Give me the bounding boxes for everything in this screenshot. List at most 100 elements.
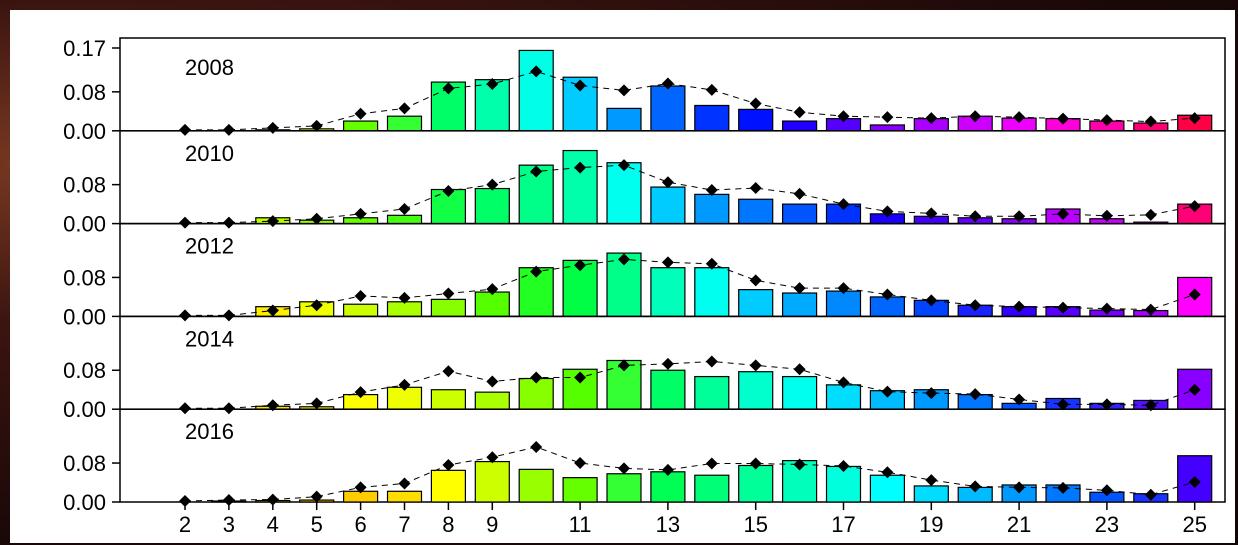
data-point (266, 121, 279, 134)
x-tick-label: 25 (1182, 512, 1206, 537)
data-point (969, 480, 982, 493)
data-point (1057, 207, 1069, 220)
bar (474, 391, 510, 410)
data-point (661, 256, 674, 269)
data-point (793, 282, 806, 295)
x-tick-label: 5 (311, 512, 323, 537)
data-point (398, 202, 411, 215)
data-point (530, 65, 543, 78)
bar (869, 124, 906, 132)
data-point (749, 182, 762, 195)
data-point (1057, 301, 1069, 314)
x-tick-label: 3 (223, 512, 235, 537)
bar (343, 303, 379, 318)
data-point (179, 309, 191, 322)
y-tick-label: 0.00 (63, 490, 106, 515)
trend-line (185, 70, 1195, 131)
data-point (749, 274, 762, 287)
bar (694, 375, 730, 410)
bar (913, 485, 949, 503)
y-tick-label: 0.08 (63, 173, 106, 198)
bar (694, 474, 730, 503)
bar (694, 104, 730, 132)
x-tick-label: 4 (267, 512, 279, 537)
data-point (486, 78, 499, 91)
data-point (1188, 200, 1201, 213)
bar (386, 490, 423, 503)
data-point (618, 359, 630, 372)
bar (738, 108, 774, 132)
bar (650, 471, 686, 503)
data-point (1100, 302, 1113, 315)
data-point (837, 376, 850, 389)
bar (386, 115, 423, 132)
panel-year-label: 2014 (185, 326, 234, 351)
data-point (881, 385, 894, 398)
data-point (530, 440, 543, 453)
data-point (530, 265, 543, 278)
data-point (1057, 398, 1069, 411)
bar (430, 389, 466, 410)
data-point (705, 457, 718, 470)
data-point (925, 474, 938, 487)
data-point (1100, 114, 1113, 127)
bar (825, 465, 862, 503)
bar (562, 149, 598, 225)
bar (386, 301, 423, 318)
bar (825, 290, 862, 317)
bar (474, 460, 510, 503)
data-point (793, 187, 806, 200)
bar (430, 469, 466, 503)
data-point (837, 198, 850, 211)
bar (518, 49, 554, 132)
data-point (1100, 484, 1113, 497)
data-point (661, 77, 674, 90)
bar (474, 291, 510, 317)
data-point (442, 82, 455, 95)
x-tick-label: 13 (656, 512, 680, 537)
y-tick-label: 0.00 (63, 304, 106, 329)
data-point (1013, 300, 1026, 313)
data-point (618, 253, 630, 266)
trend-line (184, 446, 1195, 502)
data-point (442, 184, 455, 197)
panel-year-label: 2012 (185, 234, 234, 259)
y-tick-label: 0.08 (63, 358, 106, 383)
data-point (969, 110, 982, 123)
x-tick-label: 7 (398, 512, 410, 537)
bar (518, 468, 554, 503)
data-point (486, 283, 499, 296)
data-point (354, 289, 367, 302)
data-point (574, 457, 587, 470)
data-point (1013, 111, 1026, 124)
data-point (442, 287, 455, 300)
data-point (618, 84, 630, 97)
data-point (222, 216, 235, 229)
data-point (618, 462, 630, 475)
data-point (222, 123, 235, 136)
bar (606, 107, 642, 132)
data-point (661, 357, 674, 370)
data-point (574, 79, 587, 92)
data-point (793, 363, 806, 376)
data-point (881, 205, 894, 218)
data-point (881, 466, 894, 479)
bar (781, 120, 818, 132)
data-point (1144, 208, 1157, 221)
data-point (354, 386, 367, 399)
panel-year-label: 2008 (185, 55, 234, 80)
data-point (530, 165, 543, 178)
data-point (618, 159, 630, 172)
data-point (266, 493, 279, 506)
data-point (530, 371, 543, 384)
trend-line (185, 258, 1195, 316)
y-tick-label: 0.17 (63, 36, 106, 61)
data-point (266, 304, 279, 317)
data-point (486, 451, 499, 464)
data-point (1057, 481, 1069, 494)
data-point (925, 294, 938, 307)
data-point (969, 299, 982, 312)
bar (869, 474, 906, 503)
data-point (574, 161, 587, 174)
data-point (266, 399, 279, 412)
